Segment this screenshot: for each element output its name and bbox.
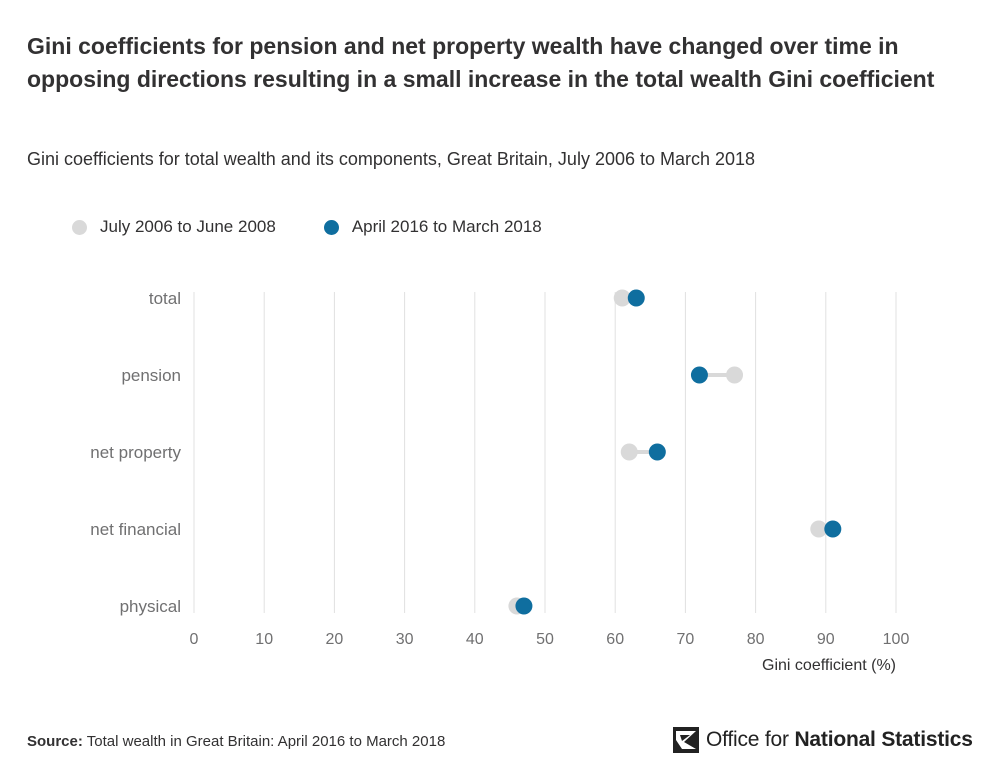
category-label-net-financial: net financial: [90, 520, 181, 539]
x-tick-label-60: 60: [606, 631, 624, 648]
ons-logo: Office for National Statistics: [672, 726, 973, 754]
source-text: Total wealth in Great Britain: April 201…: [82, 733, 446, 750]
source-note: Source: Total wealth in Great Britain: A…: [27, 733, 445, 750]
legend-label-2016-2018: April 2016 to March 2018: [351, 217, 542, 236]
ons-logo-text-bold: National Statistics: [794, 728, 973, 751]
category-label-pension: pension: [121, 366, 181, 385]
x-tick-label-10: 10: [255, 631, 273, 648]
point-net-financial-2006-2008: [810, 520, 828, 538]
source-label: Source:: [27, 733, 83, 750]
x-tick-label-90: 90: [817, 631, 835, 648]
point-net-property-2016-2018: [648, 443, 666, 461]
legend-item-2006-2008: July 2006 to June 2008: [72, 217, 276, 237]
x-tick-label-30: 30: [396, 631, 414, 648]
category-label-physical: physical: [120, 597, 181, 616]
x-tick-label-50: 50: [536, 631, 554, 648]
point-net-financial-2016-2018: [824, 520, 842, 538]
chart-subtitle: Gini coefficients for total wealth and i…: [27, 149, 756, 169]
point-physical-2016-2018: [515, 597, 533, 615]
ons-logo-text: Office for National Statistics: [706, 728, 973, 752]
point-pension-2016-2018: [690, 366, 708, 384]
x-tick-label-80: 80: [747, 631, 765, 648]
x-tick-label-70: 70: [677, 631, 695, 648]
point-net-property-2006-2008: [620, 443, 638, 461]
chart-title: Gini coefficients for pension and net pr…: [27, 33, 935, 92]
x-axis-label: Gini coefficient (%): [762, 657, 896, 674]
legend-item-2016-2018: April 2016 to March 2018: [323, 217, 542, 237]
ons-logo-icon: [673, 727, 699, 753]
x-tick-label-100: 100: [883, 631, 910, 648]
legend: July 2006 to June 2008 April 2016 to Mar…: [72, 215, 590, 239]
point-total-2016-2018: [627, 289, 645, 307]
x-tick-label-0: 0: [190, 631, 199, 648]
legend-marker-2006-2008: [72, 219, 87, 235]
category-label-total: total: [149, 289, 181, 308]
point-total-2006-2008: [613, 289, 631, 307]
ons-logo-text-regular: Office for: [706, 728, 795, 751]
x-tick-label-40: 40: [466, 631, 484, 648]
legend-label-2006-2008: July 2006 to June 2008: [100, 217, 276, 236]
point-pension-2006-2008: [726, 366, 744, 384]
category-label-net-property: net property: [90, 443, 181, 462]
legend-marker-2016-2018: [323, 219, 339, 235]
x-tick-label-20: 20: [326, 631, 344, 648]
dumbbell-chart: 0 10 20 30 40 50 60 70 80 90 100 Gini coefficient (…: [90, 289, 910, 674]
